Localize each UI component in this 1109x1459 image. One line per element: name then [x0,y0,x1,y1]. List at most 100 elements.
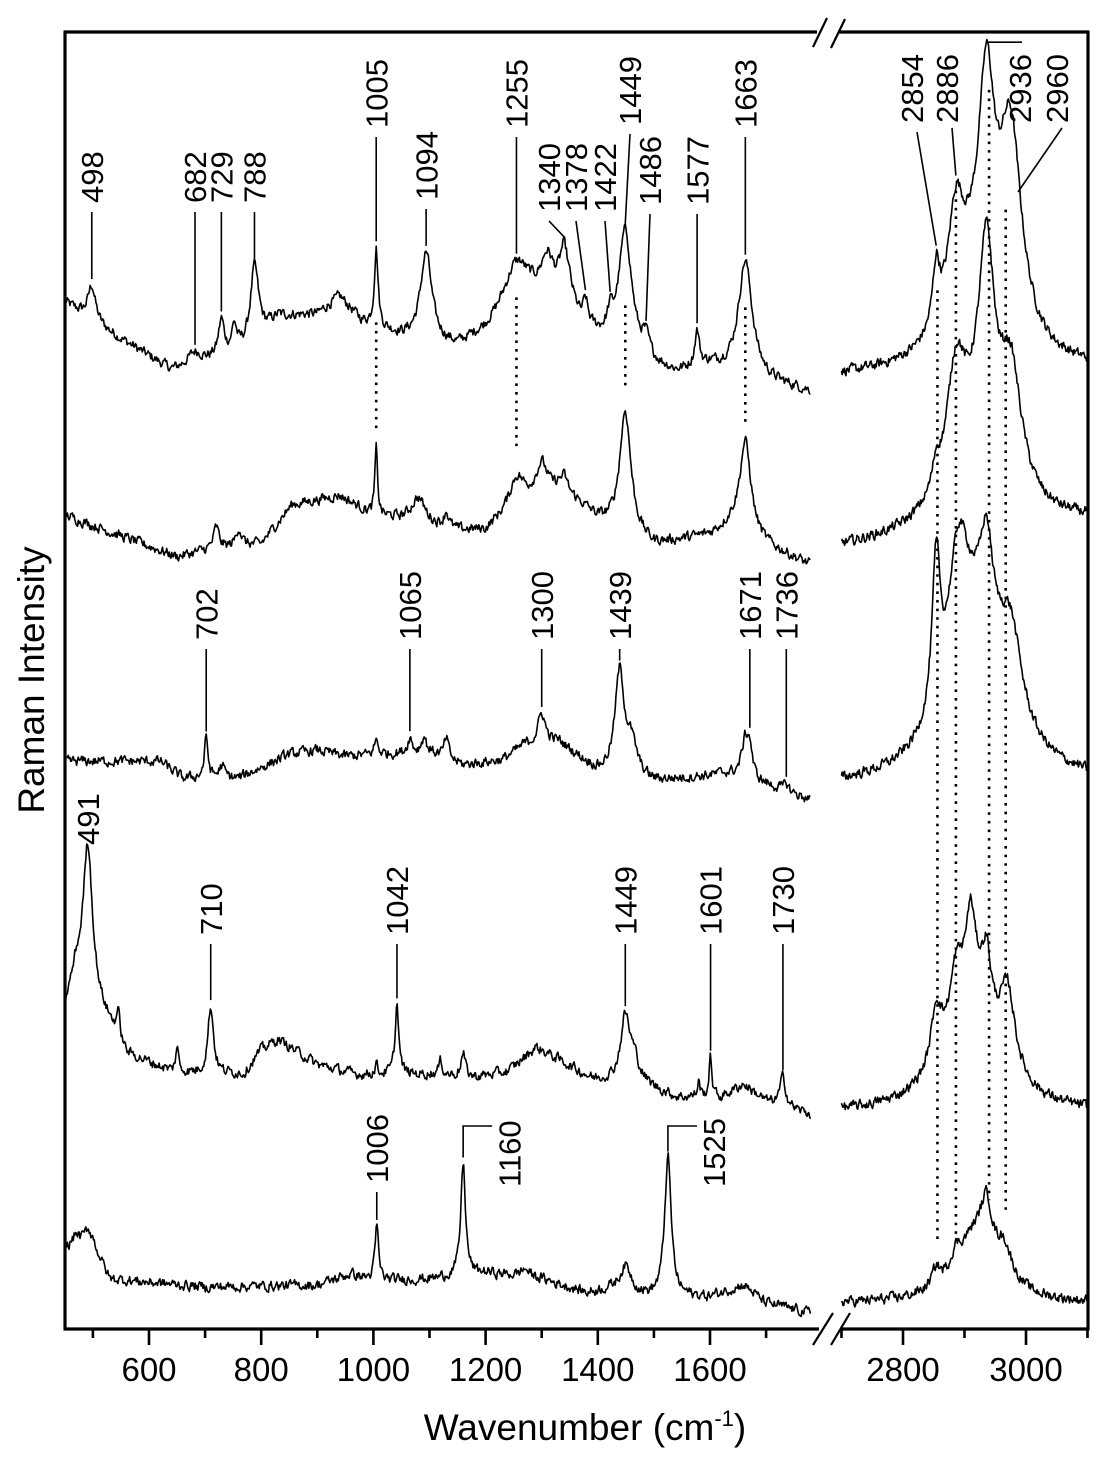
peak-annotation-1094: 1094 [409,131,444,246]
spectrum-4 [64,843,1089,1120]
y-axis-title: Raman Intensity [11,546,52,814]
x-axis-title-superscript: -1 [714,1406,734,1431]
peak-label: 1736 [769,571,804,640]
peak-annotation-1340: 1340 [532,143,567,238]
axis-break-top-slash-2 [830,18,846,49]
peak-leader-line [951,127,957,176]
peak-annotation-1663: 1663 [729,59,764,255]
spectrum-5-segment-2 [840,1184,1089,1308]
peak-annotation-1601: 1601 [694,866,729,1051]
spectrum-1-segment-2 [840,38,1089,377]
peak-label: 498 [75,151,110,203]
peak-label: 1340 [532,143,567,212]
peak-annotation-1577: 1577 [680,136,715,324]
peak-annotation-1300: 1300 [525,571,560,707]
peak-annotation-682: 682 [178,151,213,345]
peak-leader-line [624,133,631,224]
peak-label: 491 [71,793,106,845]
peak-label: 1525 [697,1118,732,1187]
peak-annotation-1065: 1065 [393,571,428,732]
x-tick-label: 800 [234,1351,289,1388]
peak-leader-line [575,220,587,291]
peak-annotation-1042: 1042 [380,866,415,999]
peak-label: 2960 [1040,54,1075,123]
peak-annotation-2960: 2960 [1017,54,1075,193]
peak-leader-line [604,220,611,292]
spectrum-1-segment-1 [64,222,811,395]
peak-annotation-1160: 1160 [462,1120,527,1187]
peak-label: 2936 [1003,54,1038,123]
peak-annotation-1449: 1449 [613,56,648,224]
peak-label: 729 [205,151,240,203]
peak-annotation-702: 702 [189,588,224,732]
peak-label: 1663 [729,59,764,128]
peak-label: 1486 [633,136,668,205]
peak-annotation-1005: 1005 [359,59,394,242]
peak-label: 1160 [492,1120,527,1187]
peak-annotation-1736: 1736 [769,571,804,777]
x-tick-label: 2800 [866,1351,939,1388]
peak-annotation-1378: 1378 [559,143,594,291]
spectrum-5-segment-1 [64,1152,812,1318]
x-axis-title: Wavenumber (cm-1) [424,1406,746,1448]
peak-annotation-1449: 1449 [608,866,643,1007]
peak-label: 2886 [930,54,965,123]
plot-frame [63,17,1090,1346]
peak-label: 1449 [613,56,648,125]
peak-annotation-1486: 1486 [633,136,668,321]
peak-label: 1730 [766,866,801,935]
peak-label: 2854 [895,54,930,123]
peak-annotation-498: 498 [75,151,110,280]
peak-annotation-2936: 2936 [987,41,1038,123]
peak-annotation-2854: 2854 [895,54,937,246]
peak-bracket-line [667,1125,697,1152]
peak-label: 1005 [359,59,394,128]
peak-label: 1671 [733,571,768,640]
peak-bracket-line [462,1125,493,1158]
x-tick-label: 1400 [561,1351,634,1388]
peak-annotation-491: 491 [71,793,106,845]
peak-label: 1094 [409,131,444,200]
peak-leader-line [1017,127,1063,193]
peak-label: 1577 [680,136,715,205]
peak-annotation-1671: 1671 [733,571,768,728]
peak-label: 1422 [588,143,623,212]
spectrum-2-segment-2 [840,216,1088,547]
peak-leader-line [548,220,565,238]
spectrum-3-segment-2 [840,512,1089,781]
peak-annotation-729: 729 [205,151,240,312]
peak-label: 1300 [525,571,560,640]
peak-label: 1439 [603,571,638,640]
x-axis-title-close: ) [734,1407,746,1448]
spectrum-4-segment-1 [64,843,812,1120]
peak-annotation-1730: 1730 [766,866,801,1071]
spectrum-4-segment-2 [840,893,1089,1111]
x-tick-label: 1000 [337,1351,410,1388]
peak-leader-line [645,213,651,321]
peak-label: 1065 [393,571,428,640]
peak-annotation-2886: 2886 [930,54,965,176]
peak-label: 1449 [608,866,643,935]
x-tick-label: 1600 [673,1351,746,1388]
peak-label: 1378 [559,143,594,212]
x-axis-title-main: Wavenumber (cm [424,1407,715,1448]
spectrum-5 [64,1152,1089,1318]
peak-annotation-1439: 1439 [603,571,638,661]
peak-label: 1255 [500,59,535,128]
peak-label: 1006 [360,1114,395,1183]
peak-annotation-710: 710 [194,883,229,1001]
axis-break-bottom-slash-1 [812,1312,834,1346]
peak-annotation-788: 788 [238,151,273,260]
peak-label: 702 [189,588,224,640]
spectrum-2-segment-1 [64,410,811,565]
peak-annotation-1422: 1422 [588,143,623,292]
peak-label: 710 [194,883,229,935]
peak-leader-line [916,131,937,246]
peak-annotation-1255: 1255 [500,59,535,254]
x-tick-label: 1200 [449,1351,522,1388]
peak-label: 1601 [694,866,729,935]
peak-annotation-1006: 1006 [360,1114,395,1220]
x-tick-label: 600 [121,1351,176,1388]
x-tick-label: 3000 [989,1351,1062,1388]
